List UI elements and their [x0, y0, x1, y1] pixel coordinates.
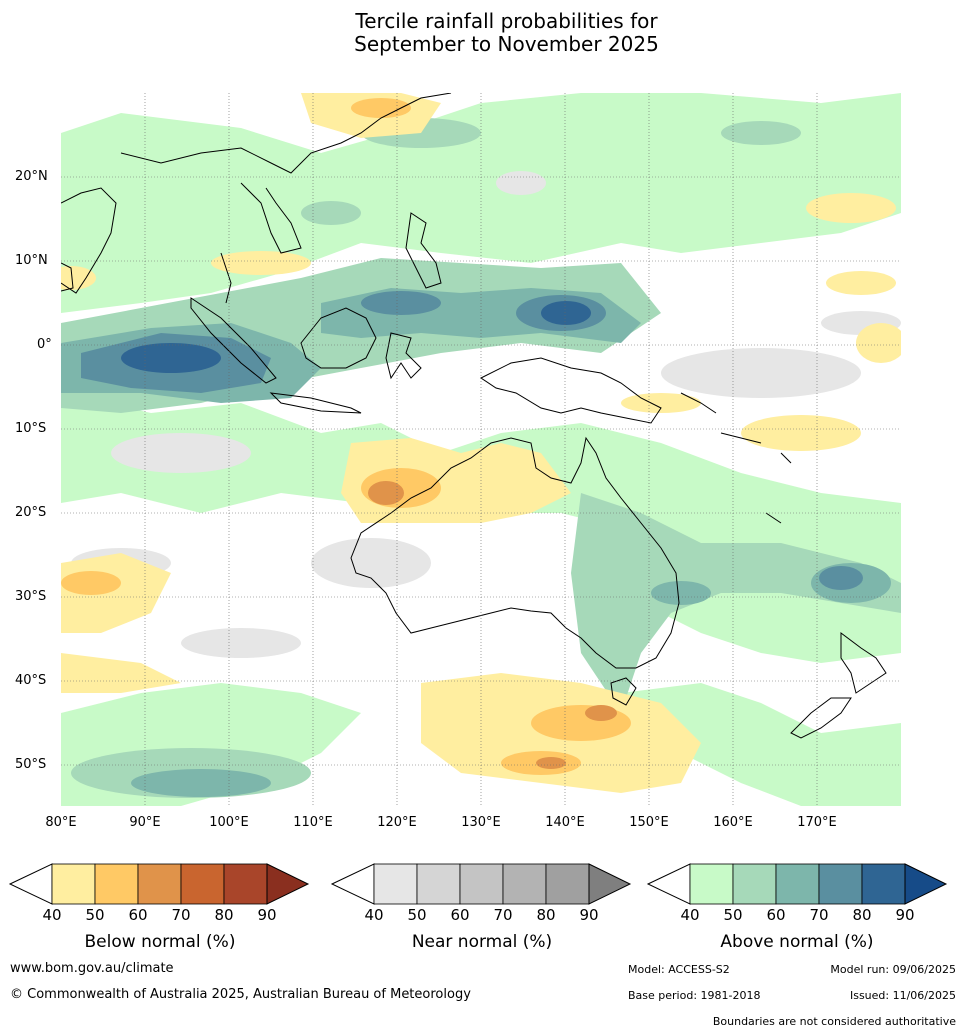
colorbar-above-title: Above normal (%) — [720, 932, 874, 952]
colorbar-above-swatch — [732, 863, 777, 905]
title-line-2: September to November 2025 — [354, 32, 659, 56]
colorbar-above-normal — [646, 863, 948, 905]
colorbar-near-title: Near normal (%) — [411, 932, 553, 952]
lon-label-160e: 160°E — [713, 815, 753, 830]
above-normal-80-90-regions — [121, 301, 591, 373]
title-line-1: Tercile rainfall probabilities for — [355, 9, 658, 33]
colorbar-below-tick: 70 — [171, 906, 191, 924]
copyright-text: © Commonwealth of Australia 2025, Austra… — [10, 987, 471, 1002]
colorbar-below-swatch — [137, 863, 182, 905]
lat-label-50s: 50°S — [15, 757, 47, 772]
below-normal-60-70-regions — [368, 481, 617, 769]
colorbar-above-swatch — [861, 863, 906, 905]
lat-label-20n: 20°N — [15, 169, 48, 184]
colorbar-below-swatch — [94, 863, 139, 905]
colorbar-below-max-arrow — [266, 863, 310, 905]
colorbar-above-tick: 80 — [852, 906, 872, 924]
colorbar-below-swatch — [51, 863, 96, 905]
map-canvas — [61, 93, 901, 806]
disclaimer-text: Boundaries are not considered authoritat… — [712, 1015, 956, 1028]
lon-label-130e: 130°E — [461, 815, 501, 830]
colorbar-near-tick: 70 — [493, 906, 513, 924]
coastlines — [61, 93, 887, 739]
colorbar-near-swatch — [373, 863, 418, 905]
lon-label-140e: 140°E — [545, 815, 585, 830]
colorbar-near-min-arrow — [330, 863, 375, 905]
issued-text: Issued: 11/06/2025 — [849, 989, 956, 1002]
lon-label-110e: 110°E — [293, 815, 333, 830]
colorbar-below-tick: 80 — [214, 906, 234, 924]
forecast-map — [61, 93, 901, 806]
colorbar-below-tick: 90 — [257, 906, 277, 924]
colorbar-below-min-arrow — [8, 863, 53, 905]
lat-label-40s: 40°S — [15, 673, 47, 688]
colorbar-above-tick: 40 — [680, 906, 700, 924]
colorbar-below-swatch — [223, 863, 268, 905]
lon-label-170e: 170°E — [797, 815, 837, 830]
colorbar-above-swatch — [818, 863, 863, 905]
graticule — [61, 93, 901, 806]
colorbar-near-swatch — [416, 863, 461, 905]
lat-label-10n: 10°N — [15, 253, 48, 268]
map-title: Tercile rainfall probabilities for Septe… — [0, 10, 965, 56]
colorbar-below-normal — [8, 863, 310, 905]
lat-label-30s: 30°S — [15, 589, 47, 604]
colorbar-above-tick: 70 — [809, 906, 829, 924]
lon-label-150e: 150°E — [629, 815, 669, 830]
colorbar-above-tick: 50 — [723, 906, 743, 924]
colorbar-above-tick: 60 — [766, 906, 786, 924]
lon-label-100e: 100°E — [209, 815, 249, 830]
lat-label-0: 0° — [37, 337, 52, 352]
model-text: Model: ACCESS-S2 — [628, 963, 730, 976]
website-link[interactable]: www.bom.gov.au/climate — [10, 961, 174, 976]
lon-label-120e: 120°E — [377, 815, 417, 830]
colorbar-above-min-arrow — [646, 863, 691, 905]
base-period-text: Base period: 1981-2018 — [628, 989, 761, 1002]
colorbar-above-swatch — [775, 863, 820, 905]
model-run-text: Model run: 09/06/2025 — [830, 963, 956, 976]
colorbar-near-tick: 50 — [407, 906, 427, 924]
colorbar-below-tick: 60 — [128, 906, 148, 924]
colorbar-near-tick: 80 — [536, 906, 556, 924]
lon-label-90e: 90°E — [129, 815, 161, 830]
lon-label-80e: 80°E — [45, 815, 77, 830]
colorbar-near-swatch — [502, 863, 547, 905]
colorbar-near-tick: 60 — [450, 906, 470, 924]
colorbar-near-tick: 90 — [579, 906, 599, 924]
colorbar-near-tick: 40 — [364, 906, 384, 924]
colorbar-above-tick: 90 — [895, 906, 915, 924]
colorbar-near-max-arrow — [588, 863, 632, 905]
colorbar-below-tick: 40 — [42, 906, 62, 924]
colorbar-below-swatch — [180, 863, 225, 905]
colorbar-below-tick: 50 — [85, 906, 105, 924]
colorbar-above-max-arrow — [904, 863, 948, 905]
lat-label-20s: 20°S — [15, 505, 47, 520]
colorbar-below-title: Below normal (%) — [84, 932, 236, 952]
colorbar-near-normal — [330, 863, 632, 905]
colorbar-near-swatch — [459, 863, 504, 905]
colorbar-above-swatch — [689, 863, 734, 905]
lat-label-10s: 10°S — [15, 421, 47, 436]
colorbar-near-swatch — [545, 863, 590, 905]
